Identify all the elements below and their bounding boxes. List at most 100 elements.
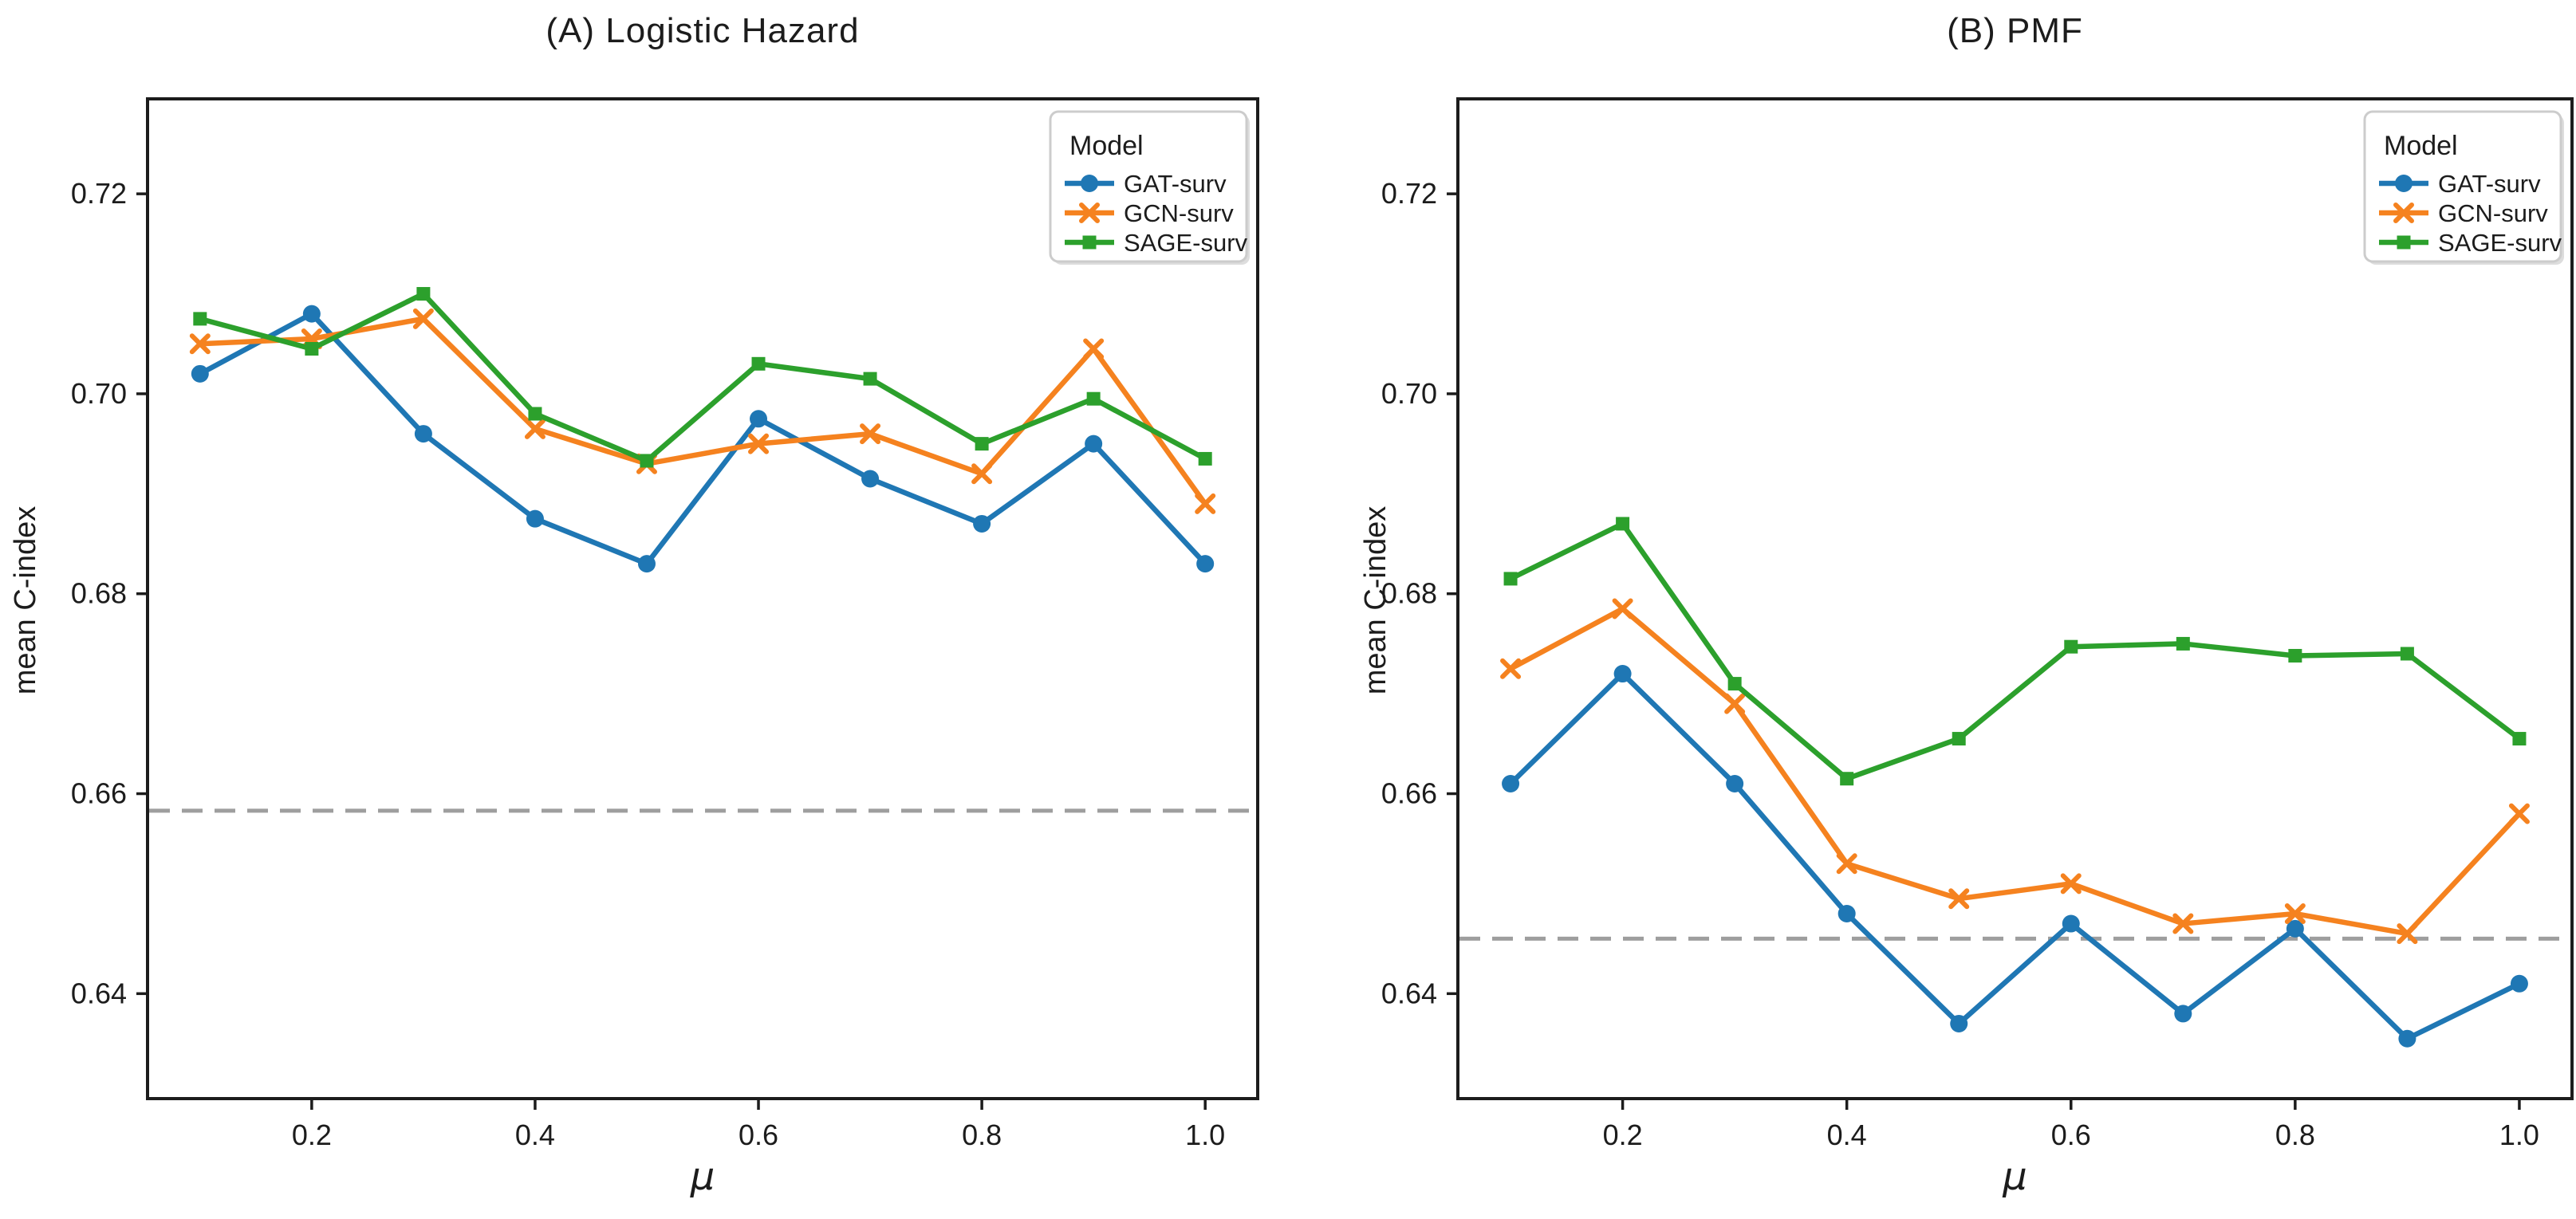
y-tick-label: 0.72 xyxy=(71,177,127,210)
marker-x xyxy=(1195,493,1216,514)
legend-label-gat-surv: GAT-surv xyxy=(1124,170,1227,198)
y-tick-label: 0.68 xyxy=(71,577,127,610)
marker-circle xyxy=(1726,774,1744,792)
x-tick-label: 0.2 xyxy=(292,1119,332,1151)
axes-spines xyxy=(146,97,1259,1100)
marker-x xyxy=(412,308,434,329)
axes-spines xyxy=(1456,97,2574,1100)
x-tick-label: 0.6 xyxy=(2051,1119,2091,1151)
marker-circle xyxy=(2398,1029,2416,1048)
x-tick-label: 0.6 xyxy=(739,1119,778,1151)
y-tick-label: 0.66 xyxy=(1381,777,1437,810)
marker-square xyxy=(640,454,654,468)
panel-logistic-hazard: 0.64 0.66 0.68 0.70 0.72 0.2 0.4 0.6 0.8 1.0 Model… xyxy=(9,11,1259,1199)
marker-circle xyxy=(2395,175,2413,192)
marker-x xyxy=(524,418,546,439)
marker-x xyxy=(1079,203,1100,223)
panel-b-xaxis-label: μ xyxy=(2003,1154,2027,1199)
marker-square xyxy=(2400,647,2414,661)
marker-square xyxy=(1503,572,1518,586)
marker-square xyxy=(2176,636,2190,651)
marker-circle xyxy=(1081,175,1098,192)
marker-x xyxy=(2397,923,2418,945)
marker-circle xyxy=(302,305,321,323)
marker-square xyxy=(1952,732,1966,746)
series-line-gat-surv xyxy=(1507,670,2523,1042)
marker-circle xyxy=(1950,1014,1968,1032)
marker-circle xyxy=(1085,435,1103,453)
marker-x xyxy=(2284,903,2306,925)
marker-square xyxy=(528,407,542,421)
y-tick-label: 0.68 xyxy=(1381,577,1437,610)
marker-circle xyxy=(414,425,432,443)
marker-x xyxy=(1500,658,1522,679)
legend-label-sage-surv: SAGE-surv xyxy=(1124,229,1248,257)
legend-title: Model xyxy=(2384,131,2458,161)
marker-x xyxy=(748,433,770,454)
marker-x xyxy=(1083,338,1105,360)
legend-label-gcn-surv: GCN-surv xyxy=(1124,199,1234,227)
panel-a-title: (A) Logistic Hazard xyxy=(546,11,860,50)
legend-label-gcn-surv: GCN-surv xyxy=(2438,199,2548,227)
panel-pmf: 0.64 0.66 0.68 0.70 0.72 0.2 0.4 0.6 0.8 1.0 Model… xyxy=(1288,0,2576,1219)
marker-x xyxy=(1724,693,1746,714)
y-tick-label: 0.70 xyxy=(71,377,127,410)
marker-square xyxy=(193,312,207,326)
marker-circle xyxy=(973,514,991,533)
x-tick-label: 1.0 xyxy=(1185,1119,1225,1151)
y-tick-label: 0.66 xyxy=(71,777,127,810)
marker-square xyxy=(416,287,431,301)
y-tick-label: 0.70 xyxy=(1381,377,1437,410)
panel-b-title: (B) PMF xyxy=(1947,11,2083,50)
series-line-sage-surv xyxy=(1507,521,2523,781)
marker-square xyxy=(1840,772,1854,786)
legend-box xyxy=(1049,110,1248,263)
marker-x xyxy=(1948,888,1970,910)
marker-circle xyxy=(2286,919,2304,938)
series-line-gcn-surv xyxy=(1507,606,2523,937)
chart-b-plot: 0.64 0.66 0.68 0.70 0.72 0.2 0.4 0.6 0.8 1.0 Model… xyxy=(1381,97,2574,1151)
marker-square xyxy=(1727,677,1742,691)
y-tick-label: 0.64 xyxy=(71,977,127,1009)
marker-x xyxy=(189,333,211,355)
marker-square xyxy=(1086,391,1101,406)
marker-circle xyxy=(637,555,656,573)
chart-a-plot: 0.64 0.66 0.68 0.70 0.72 0.2 0.4 0.6 0.8 1.0 Model… xyxy=(71,97,1259,1151)
marker-circle xyxy=(526,509,544,528)
y-tick-label: 0.64 xyxy=(1381,977,1437,1009)
marker-x xyxy=(2060,873,2082,895)
marker-square xyxy=(751,356,766,371)
marker-square xyxy=(975,437,989,451)
marker-x xyxy=(1836,853,1857,875)
panel-a-xaxis-label: μ xyxy=(690,1154,715,1199)
marker-square xyxy=(2512,732,2527,746)
series-line-sage-surv xyxy=(197,291,1208,464)
marker-x xyxy=(2393,203,2414,223)
x-tick-label: 1.0 xyxy=(2499,1119,2539,1151)
x-tick-label: 0.4 xyxy=(515,1119,555,1151)
y-tick-label: 0.72 xyxy=(1381,177,1437,210)
marker-x xyxy=(2172,913,2194,934)
panel-b-yaxis-label: mean C-index xyxy=(1359,505,1392,695)
panel-a-yaxis-label: mean C-index xyxy=(9,505,42,695)
marker-circle xyxy=(2174,1005,2192,1023)
marker-square xyxy=(305,342,319,356)
marker-circle xyxy=(750,410,768,428)
marker-circle xyxy=(2510,974,2528,993)
x-tick-label: 0.4 xyxy=(1827,1119,1867,1151)
marker-square xyxy=(1616,517,1630,531)
x-tick-label: 0.8 xyxy=(962,1119,1002,1151)
marker-circle xyxy=(1502,774,1520,792)
marker-circle xyxy=(861,470,880,488)
marker-x xyxy=(860,423,881,445)
marker-square xyxy=(1082,235,1097,250)
series-line-gcn-surv xyxy=(197,316,1208,507)
legend-box xyxy=(2363,110,2562,263)
marker-circle xyxy=(1613,665,1632,683)
legend-label-gat-surv: GAT-surv xyxy=(2438,170,2541,198)
x-tick-label: 0.2 xyxy=(1603,1119,1643,1151)
marker-square xyxy=(863,372,877,386)
marker-square xyxy=(2064,639,2078,654)
legend-label-sage-surv: SAGE-surv xyxy=(2438,229,2562,257)
